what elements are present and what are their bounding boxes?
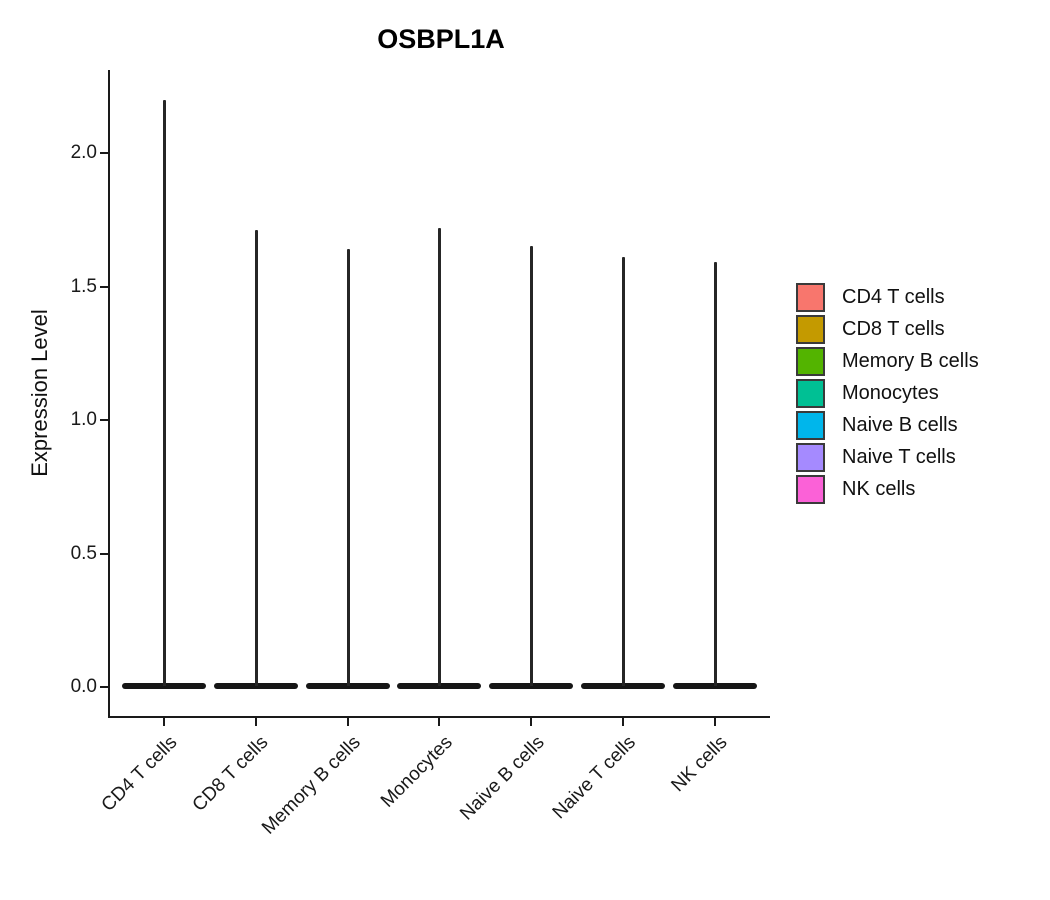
y-axis-tick [100,419,109,421]
x-tick-label: Naive T cells [548,732,641,824]
violin-tail [254,230,258,686]
violin-tail [346,249,350,686]
violin-body [397,683,482,689]
x-tick-label: NK cells [667,732,732,797]
x-axis-tick [438,718,441,726]
y-axis-tick [100,686,109,688]
violin-body [122,683,206,689]
legend-color-swatch [796,315,825,344]
legend-row: CD8 T cells [796,315,979,344]
y-tick-label: 1.0 [70,409,97,430]
y-tick-label: 0.0 [70,676,97,697]
legend-color-swatch [796,411,825,440]
legend-row: CD4 T cells [796,283,979,312]
legend-color-swatch [796,283,825,312]
y-axis-tick [100,552,109,555]
x-tick-label: CD8 T cells [188,732,273,816]
y-axis-line [108,70,110,718]
y-tick-label: 2.0 [70,142,97,163]
legend-label: CD4 T cells [842,286,945,308]
legend-row: NK cells [796,475,979,504]
violin-body [305,683,390,689]
x-axis-tick [163,718,165,726]
x-axis-tick [622,718,625,726]
legend-row: Naive T cells [796,443,979,472]
x-axis-tick [346,718,349,726]
violin-body [489,683,574,689]
legend-row: Naive B cells [796,411,979,440]
y-tick-label: 1.5 [70,275,97,297]
violin-body [672,683,757,689]
x-axis-line [108,716,770,718]
legend-color-swatch [796,475,825,504]
legend-label: Naive T cells [842,446,956,468]
y-tick-label: 0.5 [70,542,97,564]
violin-tail [622,257,626,686]
violin-tail [438,227,442,686]
violin-tail [163,99,166,686]
x-axis-tick [530,718,533,726]
legend-row: Memory B cells [796,347,979,376]
legend-row: Monocytes [796,379,979,408]
legend: CD4 T cells CD8 T cells Memory B cells Mono… [796,283,979,507]
violin-tail [530,246,534,686]
legend-label: CD8 T cells [842,318,945,340]
legend-label: NK cells [842,478,916,500]
y-axis-tick [100,152,109,154]
x-tick-label: Naive B cells [455,732,549,825]
violin-body [581,683,666,689]
y-axis-title: Expression Level [27,309,52,477]
x-axis-tick [713,718,716,726]
x-tick-label: Memory B cells [257,732,365,839]
x-tick-label: CD4 T cells [97,732,181,816]
violin-body [213,683,298,689]
legend-color-swatch [796,379,825,408]
legend-label: Naive B cells [842,414,958,436]
chart-title: OSBPL1A [377,24,505,54]
legend-color-swatch [796,443,825,472]
legend-color-swatch [796,347,825,376]
x-tick-label: Monocytes [376,732,457,812]
legend-label: Monocytes [842,382,939,404]
x-axis-tick [254,718,257,726]
violin-tail [713,262,717,686]
y-axis-tick [100,285,109,288]
legend-label: Memory B cells [842,350,979,372]
